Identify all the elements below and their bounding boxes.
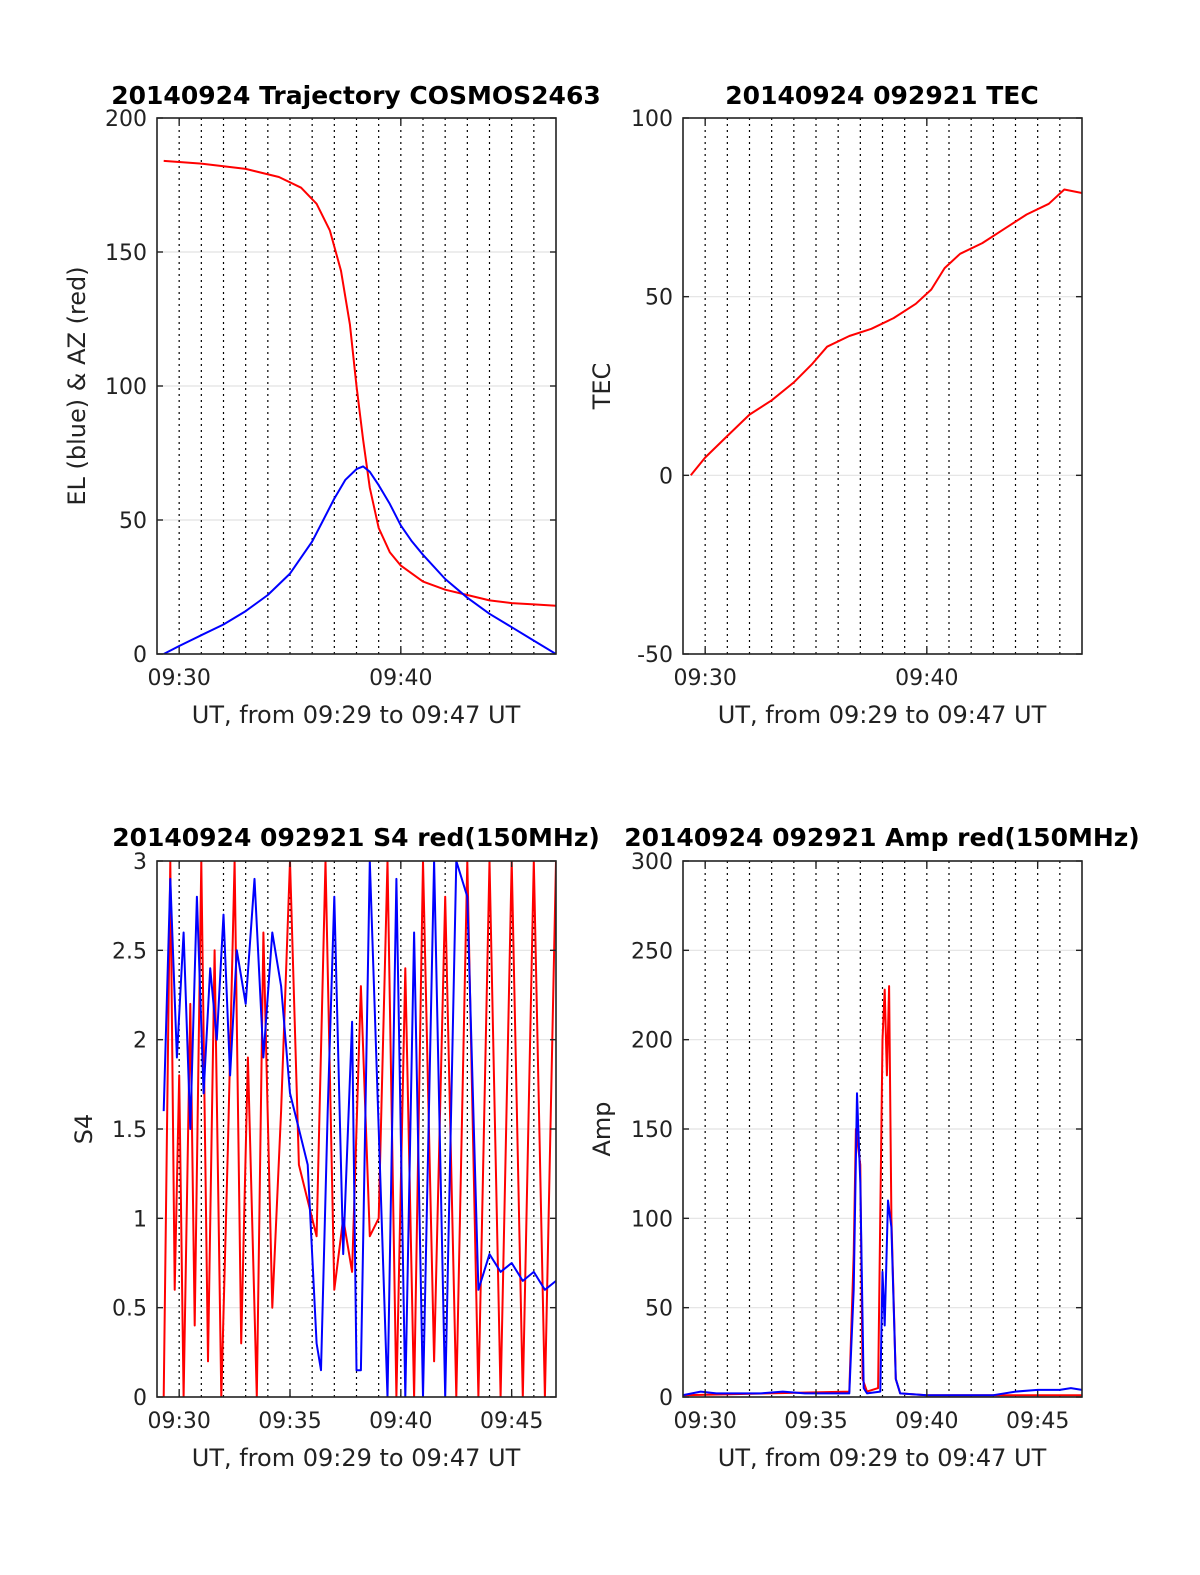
chart-amp: 20140924 092921 Amp red(150MHz) UT, from… <box>588 823 1140 1472</box>
y-tick-label: 200 <box>631 1029 673 1054</box>
y-tick-label: 3 <box>133 850 147 875</box>
plot-area-frame <box>682 117 1083 655</box>
y-tick-label: 50 <box>119 509 147 534</box>
x-tick-label: 09:30 <box>673 1409 736 1434</box>
x-tick-label: 09:45 <box>1006 1409 1069 1434</box>
x-tick-label: 09:30 <box>147 1409 210 1434</box>
series-line-1 <box>690 188 1082 476</box>
chart-title: 20140924 092921 Amp red(150MHz) <box>624 823 1140 852</box>
x-tick-label: 09:30 <box>147 666 210 691</box>
y-tick-label: 2 <box>133 1029 147 1054</box>
x-tick-label: 09:35 <box>784 1409 847 1434</box>
chart-trajectory: 20140924 Trajectory COSMOS2463 UT, from … <box>63 81 601 729</box>
y-tick-label: 100 <box>631 1207 673 1232</box>
x-tick-label: 09:30 <box>673 666 736 691</box>
x-tick-label: 09:40 <box>895 666 958 691</box>
y-tick-label: 150 <box>631 1118 673 1143</box>
y-tick-label: 0 <box>133 1386 147 1411</box>
chart-tec: 20140924 092921 TEC UT, from 09:29 to 09… <box>588 81 1083 729</box>
series-line-2 <box>163 465 556 654</box>
y-tick-label: 0 <box>133 643 147 668</box>
chart-title: 20140924 Trajectory COSMOS2463 <box>111 81 601 110</box>
x-tick-label: 09:40 <box>895 1409 958 1434</box>
series-line-2 <box>683 1092 1082 1397</box>
y-tick-label: -50 <box>637 643 673 668</box>
x-tick-label: 09:40 <box>369 666 432 691</box>
y-tick-label: 150 <box>105 241 147 266</box>
y-axis-label: EL (blue) & AZ (red) <box>63 266 91 505</box>
y-tick-label: 200 <box>105 107 147 132</box>
y-tick-label: 0.5 <box>112 1297 147 1322</box>
y-axis-label: S4 <box>70 1114 98 1145</box>
x-axis-label: UT, from 09:29 to 09:47 UT <box>192 701 521 729</box>
y-tick-label: 1.5 <box>112 1118 147 1143</box>
chart-title: 20140924 092921 S4 red(150MHz) <box>112 823 600 852</box>
y-tick-label: 50 <box>645 286 673 311</box>
x-axis-label: UT, from 09:29 to 09:47 UT <box>192 1444 521 1472</box>
x-axis-label: UT, from 09:29 to 09:47 UT <box>718 701 1047 729</box>
y-tick-label: 2.5 <box>112 939 147 964</box>
x-tick-label: 09:45 <box>480 1409 543 1434</box>
y-axis-label: Amp <box>588 1101 616 1156</box>
y-tick-label: 300 <box>631 850 673 875</box>
y-tick-label: 0 <box>659 1386 673 1411</box>
x-tick-label: 09:35 <box>258 1409 321 1434</box>
series-line-1 <box>683 985 1082 1397</box>
y-tick-label: 100 <box>631 107 673 132</box>
x-tick-label: 09:40 <box>369 1409 432 1434</box>
y-tick-label: 0 <box>659 464 673 489</box>
y-tick-label: 100 <box>105 375 147 400</box>
chart-s4: 20140924 092921 S4 red(150MHz) UT, from … <box>70 823 600 1472</box>
y-tick-label: 250 <box>631 939 673 964</box>
series-line-1 <box>163 159 556 607</box>
x-axis-label: UT, from 09:29 to 09:47 UT <box>718 1444 1047 1472</box>
chart-title: 20140924 092921 TEC <box>725 81 1038 110</box>
y-tick-label: 1 <box>133 1207 147 1232</box>
series-line-2 <box>162 861 556 1397</box>
y-tick-label: 50 <box>645 1297 673 1322</box>
y-axis-label: TEC <box>588 363 616 411</box>
